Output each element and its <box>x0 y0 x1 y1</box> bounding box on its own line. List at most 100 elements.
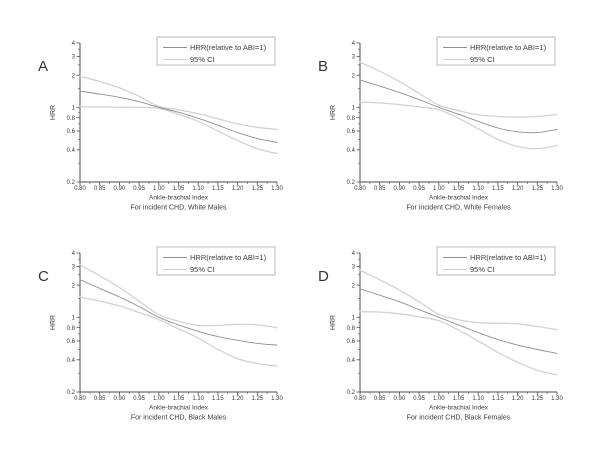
x-tick-label: 0.80 <box>354 186 366 192</box>
y-tick-label: 1 <box>72 106 76 112</box>
x-tick-label: 1.15 <box>492 186 504 192</box>
y-tick-label: 2 <box>72 73 76 79</box>
x-tick-label: 1.00 <box>153 396 165 402</box>
x-tick-label: 0.85 <box>374 396 386 402</box>
x-axis-label: Ankle-brachial Index <box>149 195 209 202</box>
x-tick-label: 0.85 <box>374 186 386 192</box>
legend-hrr-label: HRR(relative to ABI=1) <box>470 43 547 52</box>
y-tick-label: 3 <box>72 55 76 61</box>
ci-lower-curve <box>359 311 558 376</box>
x-tick-label: 0.80 <box>74 396 86 402</box>
panel-a-white-males: A 4 3 2 1 0.8 0.6 0.4 0.2 0.80 0.85 0.90 0.95 1.00 1.0… <box>30 30 330 240</box>
y-tick-label: 1 <box>72 316 76 322</box>
y-tick-label: 0.2 <box>347 180 356 186</box>
y-tick-label: 0.2 <box>347 390 356 396</box>
x-tick-label: 1.15 <box>212 186 224 192</box>
chart-panel-c: C 4 3 2 1 0.8 0.6 0.4 0.20.80 0.85 0.90 0.95 1.00 1.0… <box>38 246 283 422</box>
x-tick-label: 1.25 <box>531 186 543 192</box>
y-tick-label: 4 <box>72 251 76 257</box>
y-tick-label: 2 <box>72 283 76 289</box>
x-tick-label: 1.05 <box>173 186 185 192</box>
y-tick-label: 0.8 <box>347 116 356 122</box>
y-tick-label: 4 <box>352 41 356 47</box>
x-tick-label: 0.85 <box>94 186 106 192</box>
ci-lower-curve <box>79 106 278 155</box>
x-tick-label: 1.20 <box>232 396 244 402</box>
x-tick-label: 0.95 <box>413 186 425 192</box>
panel-b-white-females: B 4 3 2 1 0.8 0.6 0.4 0.2 0.80 0.85 0.90 0.95 1.00 1.0… <box>310 30 600 240</box>
hrr-curve <box>79 90 278 143</box>
y-tick-label: 0.6 <box>347 129 356 135</box>
hrr-curve <box>79 279 278 346</box>
ci-lower-curve <box>79 296 278 367</box>
legend-ci-label: 95% CI <box>470 55 495 64</box>
x-tick-label: 0.90 <box>394 396 406 402</box>
x-tick-label: 1.30 <box>271 186 283 192</box>
x-tick-label: 1.05 <box>453 186 465 192</box>
y-tick-label: 0.4 <box>67 148 76 154</box>
legend-ci-label: 95% CI <box>190 55 215 64</box>
panel-subtitle: For incident CHD, White Males <box>130 205 227 212</box>
x-tick-label: 1.25 <box>251 186 263 192</box>
x-tick-label: 1.05 <box>173 396 185 402</box>
legend-box <box>156 36 276 66</box>
legend-box <box>156 246 276 276</box>
x-tick-label: 1.25 <box>251 396 263 402</box>
panel-subtitle: For incident CHD, White Females <box>406 205 511 212</box>
panel-subtitle: For incident CHD, Black Males <box>131 415 227 422</box>
x-tick-label: 0.95 <box>413 396 425 402</box>
y-tick-label: 3 <box>352 55 356 61</box>
ci-upper-curve <box>79 264 278 329</box>
x-axis-label: Ankle-brachial Index <box>429 195 489 202</box>
legend-hrr-label: HRR(relative to ABI=1) <box>190 253 267 262</box>
x-tick-label: 1.10 <box>472 396 484 402</box>
panel-letter: C <box>38 268 49 285</box>
x-tick-label: 1.25 <box>531 396 543 402</box>
legend-hrr-label: HRR(relative to ABI=1) <box>190 43 267 52</box>
y-tick-label: 0.6 <box>347 339 356 345</box>
ci-upper-curve <box>79 75 278 131</box>
y-tick-label: 4 <box>72 41 76 47</box>
y-axis-label: HRR <box>330 105 337 120</box>
x-tick-label: 0.80 <box>74 186 86 192</box>
x-tick-label: 1.00 <box>433 186 445 192</box>
y-tick-label: 3 <box>72 265 76 271</box>
x-axis-label: Ankle-brachial Index <box>429 405 489 412</box>
legend-box <box>436 246 556 276</box>
hrr-curve <box>359 288 558 354</box>
y-tick-label: 0.4 <box>347 358 356 364</box>
y-axis-label: HRR <box>50 105 57 120</box>
x-tick-label: 1.00 <box>433 396 445 402</box>
panel-letter: B <box>318 58 328 75</box>
y-tick-label: 0.8 <box>67 116 76 122</box>
y-tick-label: 3 <box>352 265 356 271</box>
chart-panel-b: B 4 3 2 1 0.8 0.6 0.4 0.20.80 0.85 0.90 0.95 1.00 1.0… <box>318 36 563 212</box>
y-tick-label: 0.4 <box>67 358 76 364</box>
x-tick-label: 1.30 <box>551 396 563 402</box>
x-tick-label: 1.00 <box>153 186 165 192</box>
x-tick-label: 0.90 <box>394 186 406 192</box>
y-tick-label: 0.2 <box>67 390 76 396</box>
y-tick-label: 0.8 <box>67 326 76 332</box>
legend-ci-label: 95% CI <box>190 265 215 274</box>
y-axis-label: HRR <box>50 315 57 330</box>
chart-panel-d: D 4 3 2 1 0.8 0.6 0.4 0.20.80 0.85 0.90 0.95 1.00 1.0… <box>318 246 563 422</box>
panel-letter: D <box>318 268 329 285</box>
x-tick-label: 0.90 <box>114 186 126 192</box>
x-tick-label: 0.90 <box>114 396 126 402</box>
chart-panel-a: A 4 3 2 1 0.8 0.6 0.4 0.20.80 0.85 0.90 0.95 1.00 1.0… <box>38 36 283 212</box>
y-tick-label: 0.8 <box>347 326 356 332</box>
panel-c-black-males: C 4 3 2 1 0.8 0.6 0.4 0.2 0.80 0.85 0.90 0.95 1.00 1.0… <box>30 240 330 450</box>
x-tick-label: 1.15 <box>492 396 504 402</box>
y-tick-label: 1 <box>352 316 356 322</box>
y-tick-label: 2 <box>352 283 356 289</box>
x-tick-label: 1.10 <box>192 186 204 192</box>
x-tick-label: 1.05 <box>453 396 465 402</box>
ci-upper-curve <box>359 61 558 118</box>
x-tick-label: 0.80 <box>354 396 366 402</box>
x-tick-label: 1.20 <box>512 186 524 192</box>
panel-letter: A <box>38 58 48 75</box>
hrr-curve <box>359 79 558 134</box>
y-tick-label: 1 <box>352 106 356 112</box>
